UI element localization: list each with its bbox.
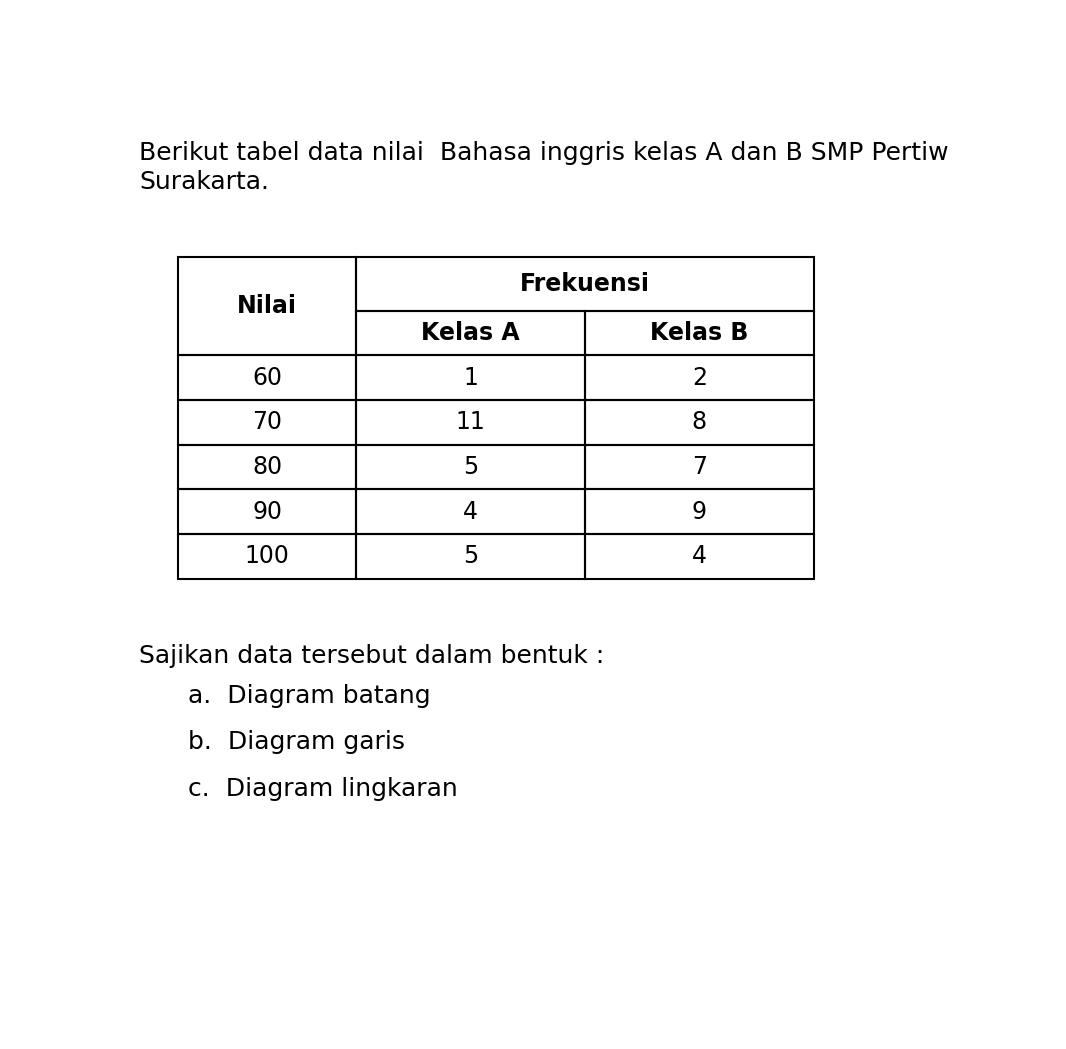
Text: 70: 70 — [253, 410, 282, 434]
Bar — [585, 356, 813, 400]
Text: 5: 5 — [463, 455, 479, 479]
Text: 11: 11 — [456, 410, 486, 434]
Bar — [585, 400, 813, 445]
Text: 8: 8 — [692, 410, 707, 434]
Bar — [178, 534, 356, 579]
Bar — [356, 534, 585, 579]
Bar — [178, 489, 356, 534]
Text: 4: 4 — [692, 544, 707, 569]
Text: Surakarta.: Surakarta. — [140, 170, 270, 194]
Bar — [356, 489, 585, 534]
Bar — [178, 257, 356, 356]
Bar — [178, 356, 356, 400]
Text: 80: 80 — [253, 455, 282, 479]
Bar — [178, 400, 356, 445]
Bar — [356, 445, 585, 489]
Text: 90: 90 — [253, 499, 282, 523]
Text: 7: 7 — [692, 455, 707, 479]
Bar — [356, 311, 585, 356]
Text: 1: 1 — [464, 366, 479, 389]
Bar — [585, 534, 813, 579]
Text: c.  Diagram lingkaran: c. Diagram lingkaran — [188, 776, 457, 800]
Bar — [585, 445, 813, 489]
Text: Kelas A: Kelas A — [421, 321, 520, 345]
Text: Kelas B: Kelas B — [650, 321, 748, 345]
Bar — [178, 445, 356, 489]
Text: 9: 9 — [692, 499, 707, 523]
Text: a.  Diagram batang: a. Diagram batang — [188, 684, 430, 708]
Text: 4: 4 — [464, 499, 479, 523]
Text: Nilai: Nilai — [238, 294, 297, 318]
Text: b.  Diagram garis: b. Diagram garis — [188, 730, 404, 754]
Text: 5: 5 — [463, 544, 479, 569]
Text: Frekuensi: Frekuensi — [520, 272, 650, 296]
Text: Sajikan data tersebut dalam bentuk :: Sajikan data tersebut dalam bentuk : — [140, 644, 604, 668]
Bar — [356, 257, 813, 311]
Bar — [585, 489, 813, 534]
Text: 100: 100 — [245, 544, 290, 569]
Text: Berikut tabel data nilai  Bahasa inggris kelas A dan B SMP Pertiw: Berikut tabel data nilai Bahasa inggris … — [140, 142, 949, 166]
Bar — [585, 311, 813, 356]
Bar — [356, 356, 585, 400]
Text: 2: 2 — [692, 366, 707, 389]
Bar — [356, 400, 585, 445]
Text: 60: 60 — [253, 366, 282, 389]
